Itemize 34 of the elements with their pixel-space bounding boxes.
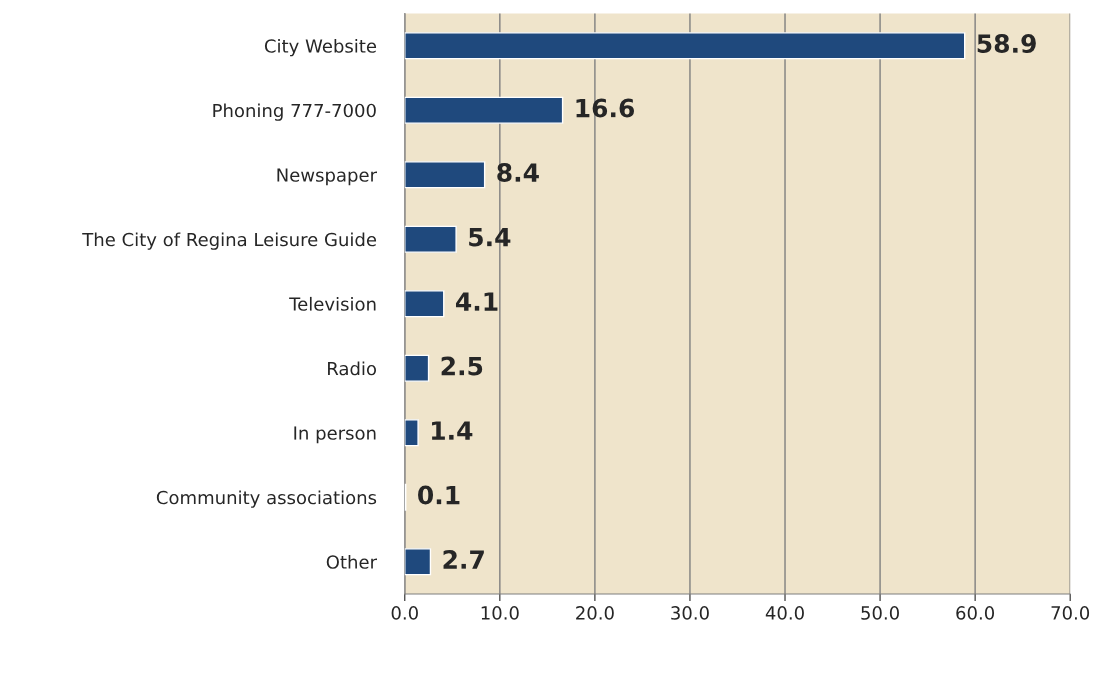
x-tick-label: 40.0 (765, 606, 804, 620)
y-tick-label: Newspaper (277, 168, 377, 186)
data-label: 8.4 (497, 163, 539, 182)
y-tick-label: Community associations (156, 490, 377, 508)
bar (404, 354, 430, 382)
x-tick-label: 20.0 (576, 606, 614, 620)
y-tick-label: Radio (328, 361, 377, 376)
data-label: 1.4 (432, 421, 473, 440)
bar (404, 419, 419, 447)
x-tick-label: 50.0 (861, 606, 899, 620)
data-label: 5.4 (469, 227, 511, 247)
bar (404, 548, 432, 576)
data-label: 2.5 (441, 356, 483, 376)
bar (404, 32, 966, 60)
y-tick-label: The City of Regina Leisure Guide (82, 232, 377, 250)
y-tick-label: City Website (264, 38, 377, 57)
x-tick-label: 10.0 (481, 606, 519, 620)
data-label: 4.1 (455, 292, 498, 311)
x-tick-label: 30.0 (671, 606, 709, 620)
y-tick-label: Television (289, 296, 376, 311)
y-tick-label: Other (326, 554, 378, 569)
y-tick-label: Phoning 777-7000 (213, 103, 376, 121)
bar (404, 161, 486, 189)
data-label: 0.1 (418, 485, 460, 505)
data-label: 58.9 (977, 34, 1036, 53)
y-tick-label: In person (294, 426, 376, 444)
x-tick-label: 0.0 (391, 606, 418, 620)
data-label: 2.7 (443, 550, 484, 569)
bar (404, 96, 564, 124)
data-label: 16.6 (576, 98, 635, 118)
bar (404, 290, 445, 318)
x-tick-label: 70.0 (1051, 606, 1090, 620)
x-tick-label: 60.0 (956, 606, 995, 620)
bar (404, 225, 457, 253)
